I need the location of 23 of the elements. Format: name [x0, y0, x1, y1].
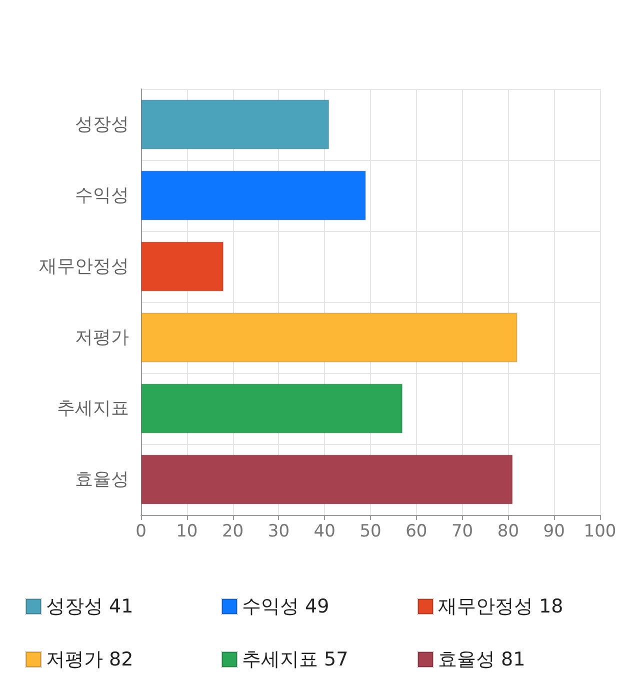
legend-label: 수익성 49: [242, 596, 330, 618]
x-tick-label: 90: [543, 522, 565, 542]
y-tick-label: 수익성: [75, 185, 129, 206]
legend-label: 재무안정성 18: [438, 596, 564, 618]
y-tick-label: 재무안정성: [39, 256, 129, 277]
x-tick-label: 100: [584, 522, 616, 542]
legend-label: 성장성 41: [46, 596, 134, 618]
x-tick-label: 60: [406, 522, 428, 542]
x-tick-label: 10: [176, 522, 198, 542]
x-tick-label: 80: [497, 522, 520, 542]
y-tick-label: 저평가: [75, 327, 129, 348]
x-tick-label: 20: [222, 522, 244, 542]
x-tick-label: 70: [451, 522, 474, 542]
legend-label: 저평가 82: [46, 648, 134, 670]
y-tick-label: 효율성: [75, 469, 129, 490]
legend-label: 효율성 81: [438, 648, 526, 670]
y-tick-label: 성장성: [75, 114, 129, 135]
x-tick-label: 0: [136, 522, 146, 542]
x-tick-label: 40: [314, 522, 336, 542]
x-tick-label: 30: [268, 522, 290, 542]
x-tick-label: 50: [360, 522, 382, 542]
legend-label: 추세지표 57: [242, 648, 348, 670]
y-tick-label: 추세지표: [57, 398, 129, 419]
